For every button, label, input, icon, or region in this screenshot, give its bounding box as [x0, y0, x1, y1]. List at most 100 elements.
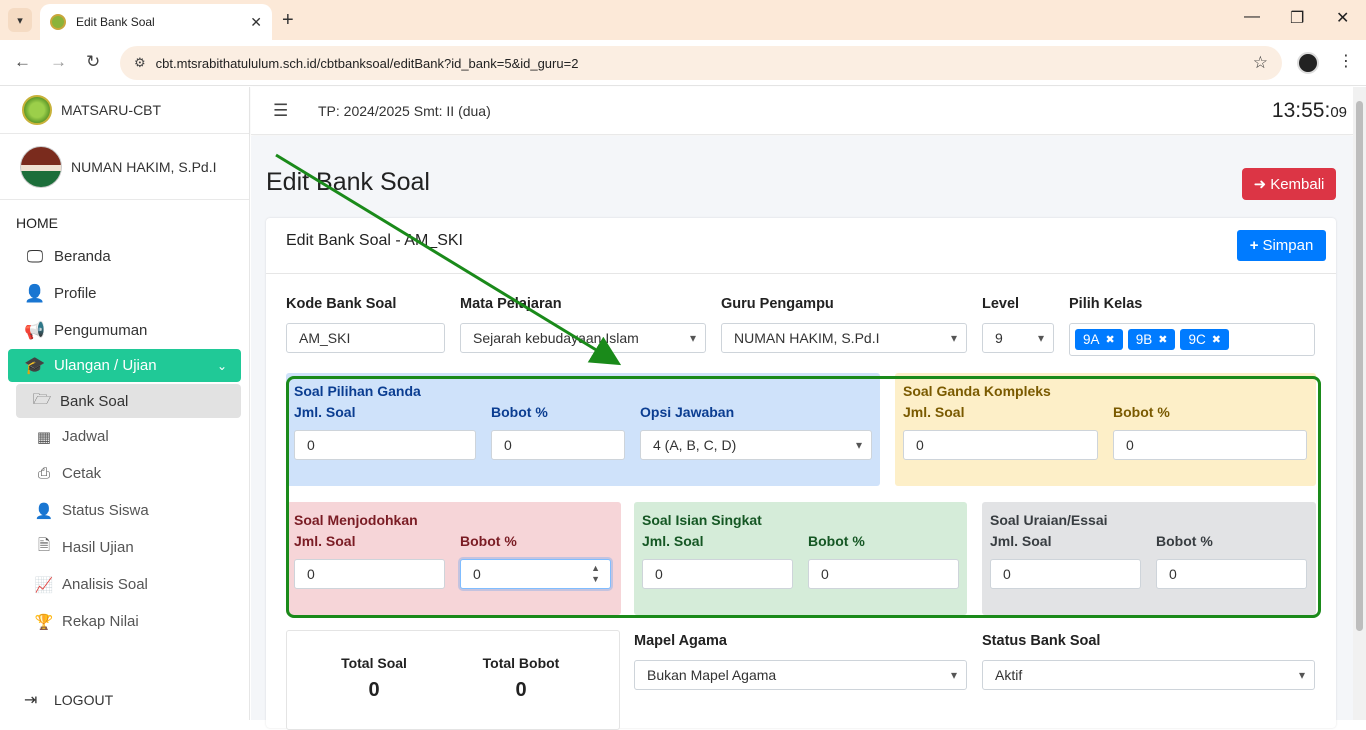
panel-ganda-kompleks: Soal Ganda Kompleks Jml. Soal Bobot % 0 …	[895, 373, 1316, 486]
plus-icon: +	[1249, 237, 1259, 254]
user-panel[interactable]: NUMAN HAKIM, S.Pd.I	[0, 134, 249, 200]
card-header: Edit Bank Soal - AM_SKI + Simpan	[266, 218, 1336, 274]
pg-jml-value: 0	[307, 437, 315, 453]
trophy-icon: 🏆	[34, 613, 54, 631]
menu-header: HOME	[16, 215, 58, 231]
graduation-icon: 🎓	[24, 355, 46, 375]
sidebar-subitem-status-siswa[interactable]: 👤 Status Siswa	[0, 492, 249, 529]
clock: 13:55:09	[1272, 99, 1347, 123]
guru-select[interactable]: NUMAN HAKIM, S.Pd.I	[721, 323, 967, 353]
sidebar-subitem-rekap-nilai[interactable]: 🏆 Rekap Nilai	[0, 603, 249, 640]
isian-bobot-input[interactable]: 0	[808, 559, 959, 589]
hamburger-icon[interactable]: ☰	[273, 101, 289, 120]
brand[interactable]: MATSARU-CBT	[0, 87, 249, 134]
kompleks-jml-value: 0	[916, 437, 924, 453]
minimize-icon[interactable]: —	[1244, 8, 1260, 25]
url-bar[interactable]: ⚙ cbt.mtsrabithatululum.sch.id/cbtbankso…	[120, 46, 1282, 80]
new-tab-icon[interactable]: +	[282, 9, 294, 31]
folder-open-icon: 🗁	[32, 390, 52, 408]
pg-jml-input[interactable]: 0	[294, 430, 476, 460]
close-window-icon[interactable]: ✕	[1336, 10, 1350, 27]
spinner-arrows-icon[interactable]: ▲ ▼	[591, 563, 600, 584]
pg-bobot-input[interactable]: 0	[491, 430, 625, 460]
isian-jml-input[interactable]: 0	[642, 559, 793, 589]
forward-icon[interactable]: →	[50, 52, 67, 71]
kelas-chip[interactable]: 9A ✖	[1075, 329, 1123, 350]
sidebar-subitem-analisis-soal[interactable]: 📈 Analisis Soal	[0, 566, 249, 603]
top-navbar: ☰ TP: 2024/2025 Smt: II (dua) 13:55:09	[251, 87, 1353, 135]
pg-opsi-select[interactable]: 4 (A, B, C, D)	[640, 430, 872, 460]
jodoh-jml-input[interactable]: 0	[294, 559, 445, 589]
remove-chip-icon[interactable]: ✖	[1105, 334, 1115, 346]
main-content: Edit Bank Soal ➜ Kembali Edit Bank Soal …	[251, 136, 1353, 730]
profile-icon[interactable]	[1297, 52, 1319, 74]
jml-label: Jml. Soal	[642, 533, 704, 549]
menu-kebab-icon[interactable]: ⋮	[1338, 53, 1354, 70]
file-icon: 🗎	[37, 537, 51, 554]
page-scrollbar[interactable]	[1353, 87, 1366, 720]
bobot-label: Bobot %	[1113, 404, 1170, 420]
sidebar-subitem-jadwal[interactable]: ▦ Jadwal	[0, 418, 249, 455]
panel-title: Soal Ganda Kompleks	[903, 383, 1051, 399]
sidebar-item-pengumuman[interactable]: 📢 Pengumuman	[0, 312, 249, 349]
maximize-icon[interactable]: ❐	[1290, 10, 1305, 27]
panel-title: Soal Isian Singkat	[642, 512, 762, 528]
kembali-button[interactable]: ➜ Kembali	[1242, 168, 1336, 200]
kelas-chip[interactable]: 9C ✖	[1180, 329, 1229, 350]
sidebar-subitem-bank-soal[interactable]: 🗁 Bank Soal	[16, 384, 241, 418]
kelas-multiselect[interactable]: 9A ✖ 9B ✖ 9C ✖	[1069, 323, 1315, 356]
kelas-chip[interactable]: 9B ✖	[1127, 329, 1176, 350]
sidebar-item-profile[interactable]: 👤 Profile	[0, 275, 249, 312]
total-soal-value: 0	[368, 679, 380, 701]
tab-search-icon[interactable]: ▾	[8, 8, 32, 32]
jml-label: Jml. Soal	[294, 533, 356, 549]
essai-jml-input[interactable]: 0	[990, 559, 1141, 589]
browser-tab-bar: ▾ Edit Bank Soal ✕ + — ❐ ✕	[0, 0, 1366, 40]
mapel-select[interactable]: Sejarah kebudayaan Islam	[460, 323, 706, 353]
reload-icon[interactable]: ↻	[86, 52, 101, 71]
avatar	[20, 145, 62, 188]
sidebar-item-label: Cetak	[62, 465, 102, 482]
agama-label: Mapel Agama	[634, 633, 727, 649]
jml-label: Jml. Soal	[990, 533, 1052, 549]
status-value: Aktif	[995, 667, 1023, 683]
status-label: Status Bank Soal	[982, 633, 1101, 649]
jodoh-bobot-value: 0	[473, 566, 481, 582]
kompleks-bobot-value: 0	[1126, 437, 1134, 453]
browser-tab[interactable]: Edit Bank Soal ✕	[40, 4, 272, 40]
guru-value: NUMAN HAKIM, S.Pd.I	[734, 330, 880, 346]
pg-bobot-value: 0	[504, 437, 512, 453]
bookmark-star-icon[interactable]: ☆	[1252, 53, 1268, 72]
logout-link[interactable]: ⇥ LOGOUT	[24, 690, 113, 710]
clock-hm: 13:55:	[1271, 99, 1331, 122]
sidebar-item-beranda[interactable]: 🖵 Beranda	[0, 238, 249, 275]
isian-bobot-value: 0	[821, 566, 829, 582]
sidebar-subitem-hasil-ujian[interactable]: 🗎 Hasil Ujian	[0, 529, 249, 566]
agama-select[interactable]: Bukan Mapel Agama	[634, 660, 967, 690]
kompleks-jml-input[interactable]: 0	[903, 430, 1098, 460]
kode-input[interactable]: AM_SKI	[286, 323, 445, 353]
scrollbar-thumb[interactable]	[1356, 101, 1363, 631]
sidebar-item-label: Pengumuman	[54, 322, 148, 339]
logout-label: LOGOUT	[54, 692, 114, 708]
logout-icon: ⇥	[24, 692, 38, 709]
sidebar-subitem-cetak[interactable]: ⎙ Cetak	[0, 455, 249, 492]
sidebar-item-label: Bank Soal	[60, 392, 129, 410]
address-bar-row: ← → ↻ ⚙ cbt.mtsrabithatululum.sch.id/cbt…	[0, 40, 1366, 86]
essai-bobot-input[interactable]: 0	[1156, 559, 1307, 589]
level-select[interactable]: 9	[982, 323, 1054, 353]
sidebar-item-label: Rekap Nilai	[62, 613, 139, 630]
back-icon[interactable]: ←	[14, 52, 31, 71]
remove-chip-icon[interactable]: ✖	[1211, 334, 1221, 346]
kompleks-bobot-input[interactable]: 0	[1113, 430, 1307, 460]
jodoh-bobot-input[interactable]: 0 ▲ ▼	[460, 559, 611, 589]
edit-card: Edit Bank Soal - AM_SKI + Simpan Kode Ba…	[266, 218, 1336, 730]
remove-chip-icon[interactable]: ✖	[1158, 334, 1168, 346]
user-clock-icon: 👤	[34, 502, 54, 520]
sidebar-item-ulangan[interactable]: 🎓 Ulangan / Ujian ⌄	[8, 349, 241, 382]
close-tab-icon[interactable]: ✕	[250, 13, 262, 30]
simpan-button[interactable]: + Simpan	[1237, 230, 1326, 261]
status-select[interactable]: Aktif	[982, 660, 1315, 690]
mapel-value: Sejarah kebudayaan Islam	[473, 330, 639, 346]
site-info-icon[interactable]: ⚙	[134, 55, 146, 70]
